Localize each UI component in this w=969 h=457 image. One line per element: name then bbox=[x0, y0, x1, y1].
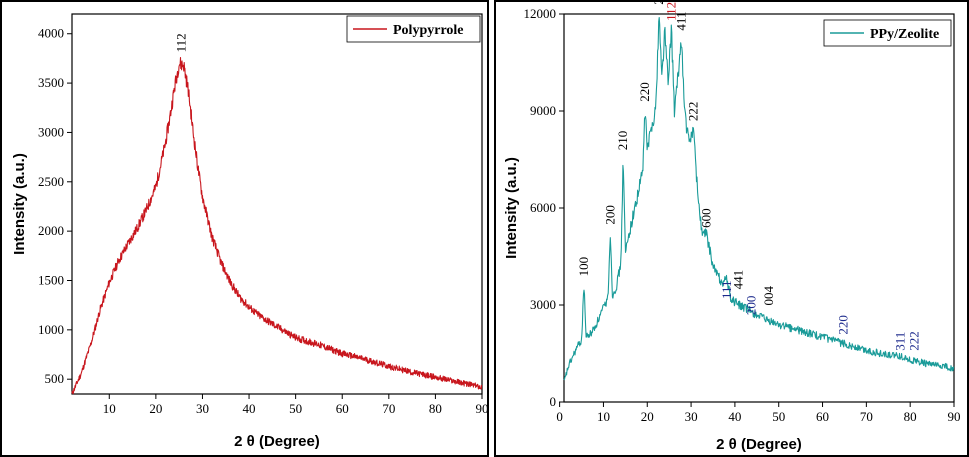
x-tick-label: 90 bbox=[476, 401, 488, 416]
y-axis-title: Intensity (a.u.) bbox=[503, 157, 520, 259]
x-tick-label: 70 bbox=[860, 409, 873, 424]
peak-label: 222 bbox=[685, 102, 700, 122]
peak-label: 210 bbox=[615, 131, 630, 151]
peak-label: 222 bbox=[907, 331, 922, 351]
series-line-ppy-zeolite bbox=[563, 17, 955, 381]
y-tick-label: 6000 bbox=[530, 200, 556, 215]
y-tick-label: 2500 bbox=[38, 174, 64, 189]
peak-label: 220 bbox=[836, 315, 851, 335]
x-tick-label: 50 bbox=[289, 401, 302, 416]
y-tick-label: 3000 bbox=[38, 124, 64, 139]
x-tick-label: 70 bbox=[382, 401, 395, 416]
y-tick-label: 1500 bbox=[38, 272, 64, 287]
peak-label: 112 bbox=[173, 33, 188, 52]
peak-label: 200 bbox=[602, 205, 617, 225]
x-tick-label: 10 bbox=[597, 409, 610, 424]
legend-label: Polypyrrole bbox=[393, 23, 464, 38]
y-tick-label: 2000 bbox=[38, 223, 64, 238]
chart-panel-ppy-zeolite: 0 10 20 30 40 50 60 70 80 90 0 3000 6000 9000 12000 2 θ… bbox=[494, 0, 969, 457]
x-tick-label: 50 bbox=[772, 409, 785, 424]
x-tick-label: 0 bbox=[556, 409, 563, 424]
peak-label: 221 bbox=[651, 2, 666, 5]
y-tick-label: 4000 bbox=[38, 26, 64, 41]
x-tick-label: 20 bbox=[641, 409, 654, 424]
chart-ppy-zeolite: 0 10 20 30 40 50 60 70 80 90 0 3000 6000 9000 12000 2 θ… bbox=[503, 2, 961, 453]
y-tick-label: 3000 bbox=[530, 297, 556, 312]
y-tick-label: 9000 bbox=[530, 103, 556, 118]
legend-label: PPy/Zeolite bbox=[870, 27, 939, 42]
y-axis-title: Intensity (a.u.) bbox=[11, 153, 28, 255]
series-line-polypyrrole bbox=[71, 57, 483, 395]
x-tick-label: 80 bbox=[904, 409, 917, 424]
peak-label: 600 bbox=[698, 208, 713, 228]
x-tick-label: 40 bbox=[243, 401, 256, 416]
y-tick-label: 500 bbox=[45, 371, 65, 386]
peak-label: 441 bbox=[730, 270, 745, 290]
x-tick-label: 90 bbox=[948, 409, 961, 424]
x-axis-title: 2 θ (Degree) bbox=[234, 433, 320, 450]
peak-label: 112 bbox=[663, 2, 678, 21]
chart-panel-polypyrrole: 10 20 30 40 50 60 70 80 90 500 1000 1500 2000 2500 300… bbox=[0, 0, 489, 457]
peak-label: 004 bbox=[761, 285, 776, 305]
y-tick-label: 3500 bbox=[38, 75, 64, 90]
x-tick-label: 40 bbox=[728, 409, 741, 424]
chart-polypyrrole: 10 20 30 40 50 60 70 80 90 500 1000 1500 2000 2500 300… bbox=[11, 13, 488, 450]
x-tick-label: 60 bbox=[816, 409, 829, 424]
x-tick-label: 80 bbox=[429, 401, 442, 416]
peak-label: 111 bbox=[719, 280, 734, 299]
peak-label: 220 bbox=[637, 82, 652, 102]
peak-label: 200 bbox=[744, 296, 759, 316]
peak-label: 311 bbox=[893, 332, 908, 351]
x-tick-label: 30 bbox=[685, 409, 698, 424]
y-tick-label: 12000 bbox=[524, 6, 557, 21]
x-tick-label: 30 bbox=[196, 401, 209, 416]
y-tick-label: 1000 bbox=[38, 322, 64, 337]
x-axis-title: 2 θ (Degree) bbox=[716, 436, 802, 453]
peak-label: 100 bbox=[576, 257, 591, 277]
peak-label: 411 bbox=[673, 12, 688, 31]
x-tick-label: 10 bbox=[103, 401, 116, 416]
x-tick-label: 20 bbox=[149, 401, 162, 416]
y-tick-label: 0 bbox=[550, 394, 557, 409]
x-tick-label: 60 bbox=[336, 401, 349, 416]
plot-frame bbox=[71, 13, 483, 395]
